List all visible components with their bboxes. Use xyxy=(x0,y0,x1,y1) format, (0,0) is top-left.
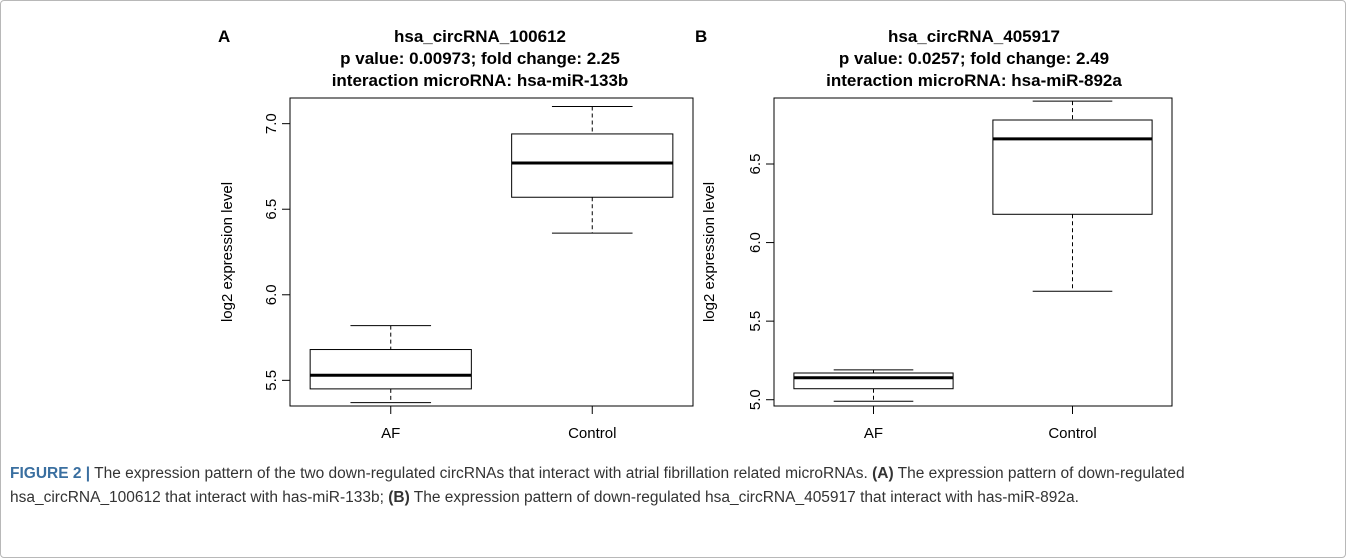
x-tick-label: Control xyxy=(568,425,616,442)
y-tick-label: 5.5 xyxy=(263,370,280,391)
y-axis-label: log2 expression level xyxy=(219,182,236,322)
panel-label: A xyxy=(218,27,230,46)
chart-title-line: hsa_circRNA_100612 xyxy=(394,27,566,46)
figure-caption: FIGURE 2 | The expression pattern of the… xyxy=(10,462,1330,510)
y-tick-label: 5.5 xyxy=(747,311,764,332)
y-tick-label: 5.0 xyxy=(747,389,764,410)
y-tick-label: 6.5 xyxy=(747,154,764,175)
plot-frame xyxy=(289,97,694,407)
panel-label: B xyxy=(695,27,707,46)
iqr-box xyxy=(992,119,1153,215)
box-af xyxy=(793,369,954,402)
box-af xyxy=(309,325,472,404)
caption-ref-a: (A) xyxy=(872,465,894,482)
y-tick-label: 7.0 xyxy=(263,113,280,134)
caption-text-2: The expression pattern of down-regulated… xyxy=(10,465,1185,506)
iqr-box xyxy=(309,349,472,390)
y-tick-label: 6.0 xyxy=(747,232,764,253)
caption-text-3: The expression pattern of down-regulated… xyxy=(409,489,1079,506)
box-control xyxy=(511,106,674,234)
iqr-box xyxy=(511,133,674,198)
chart-title-line: interaction microRNA: hsa-miR-133b xyxy=(332,71,629,90)
x-tick-label: AF xyxy=(864,425,883,442)
figure-label: FIGURE 2 | xyxy=(10,465,91,482)
plot-frame xyxy=(773,97,1173,407)
box-control xyxy=(992,100,1153,292)
caption-ref-b: (B) xyxy=(388,489,410,506)
chart-title-line: hsa_circRNA_405917 xyxy=(888,27,1060,46)
y-tick-label: 6.0 xyxy=(263,284,280,305)
x-tick-label: Control xyxy=(1048,425,1096,442)
chart-title-line: p value: 0.00973; fold change: 2.25 xyxy=(340,49,620,68)
chart-title-line: interaction microRNA: hsa-miR-892a xyxy=(826,71,1122,90)
iqr-box xyxy=(793,372,954,390)
chart-title-line: p value: 0.0257; fold change: 2.49 xyxy=(839,49,1109,68)
x-tick-label: AF xyxy=(381,425,400,442)
caption-text-1: The expression pattern of the two down-r… xyxy=(90,465,873,482)
y-axis-label: log2 expression level xyxy=(701,182,718,322)
y-tick-label: 6.5 xyxy=(263,199,280,220)
